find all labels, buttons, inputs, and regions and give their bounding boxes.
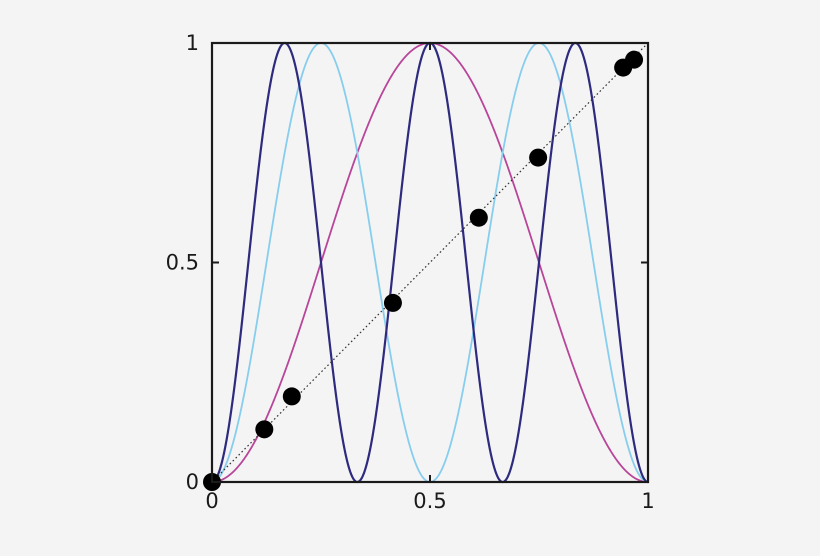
data-point-marker: [529, 148, 548, 167]
data-point-marker: [255, 420, 274, 439]
x-tick-label: 0.5: [413, 489, 446, 513]
x-tick-label: 1: [641, 489, 654, 513]
tick-marks: [211, 42, 649, 483]
y-tick-label: 1: [186, 31, 199, 55]
plot-area-background: [212, 43, 648, 482]
data-point-marker: [282, 387, 301, 406]
y-tick-label: 0.5: [166, 251, 199, 275]
y-tick-label: 0: [186, 470, 199, 494]
data-point-marker: [625, 50, 644, 69]
tick-labels: 0 0.5 1 0 0.5 1: [166, 31, 655, 513]
x-tick-label: 0: [205, 489, 218, 513]
data-point-marker: [383, 293, 402, 312]
marker-layer: [203, 50, 644, 491]
data-point-marker: [469, 208, 488, 227]
